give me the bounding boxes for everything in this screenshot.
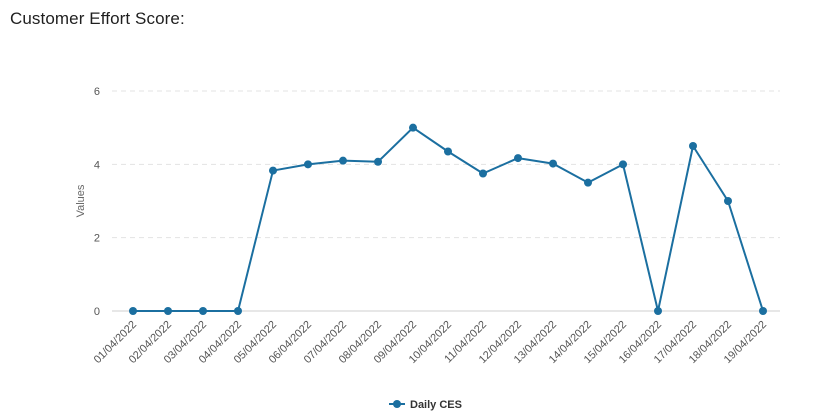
data-point[interactable]: [514, 154, 522, 162]
series-group: [129, 124, 767, 315]
x-axis-ticks: 01/04/202202/04/202203/04/202204/04/2022…: [92, 319, 769, 366]
data-point[interactable]: [234, 307, 242, 315]
legend-point-marker: [393, 400, 401, 408]
data-point[interactable]: [759, 307, 767, 315]
data-point[interactable]: [724, 197, 732, 205]
data-point[interactable]: [339, 157, 347, 165]
y-tick-label: 4: [94, 159, 100, 171]
data-point[interactable]: [654, 307, 662, 315]
legend[interactable]: Daily CES: [389, 399, 462, 411]
y-tick-label: 6: [94, 86, 100, 98]
data-point[interactable]: [269, 167, 277, 175]
data-point[interactable]: [304, 160, 312, 168]
y-axis-title: Values: [75, 184, 87, 217]
grid-lines: [112, 91, 780, 238]
y-tick-label: 0: [94, 306, 100, 318]
data-point[interactable]: [444, 148, 452, 156]
data-point[interactable]: [199, 307, 207, 315]
data-point[interactable]: [164, 307, 172, 315]
y-axis-ticks: 0 2 4 6: [94, 86, 100, 318]
data-point[interactable]: [549, 160, 557, 168]
data-point[interactable]: [479, 170, 487, 178]
data-point[interactable]: [689, 142, 697, 150]
data-point[interactable]: [409, 124, 417, 132]
data-point[interactable]: [584, 179, 592, 187]
data-point[interactable]: [619, 160, 627, 168]
data-point[interactable]: [129, 307, 137, 315]
legend-label[interactable]: Daily CES: [410, 399, 462, 411]
data-point[interactable]: [374, 158, 382, 166]
y-tick-label: 2: [94, 233, 100, 245]
